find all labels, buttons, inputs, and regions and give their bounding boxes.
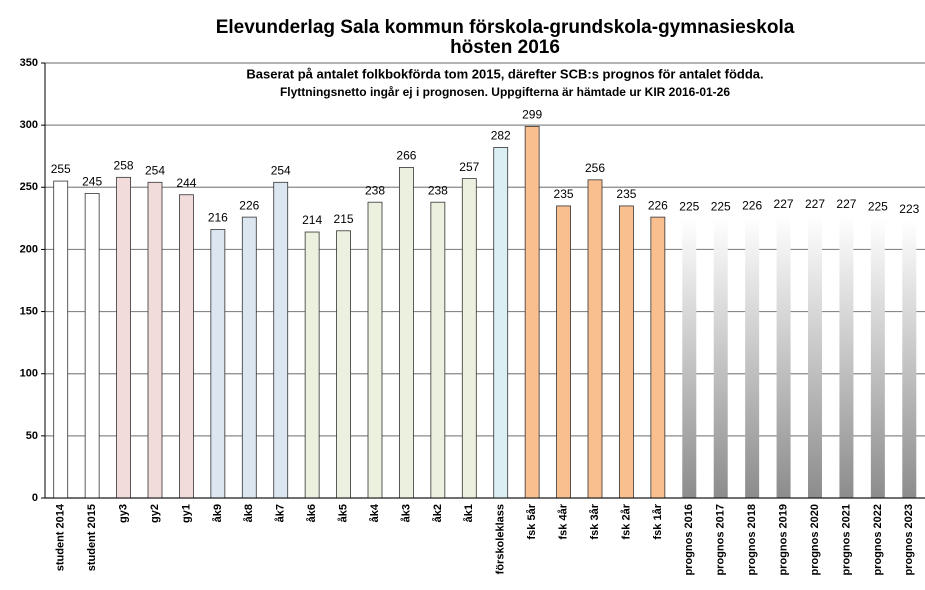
x-tick-label: prognos 2018 <box>746 504 758 576</box>
value-label: 223 <box>899 202 919 216</box>
x-tick-label: gy3 <box>117 504 129 523</box>
bar <box>870 218 885 498</box>
value-label: 225 <box>868 200 888 214</box>
bar <box>745 217 760 498</box>
value-label: 214 <box>302 213 322 227</box>
bar <box>808 215 822 498</box>
bar <box>650 216 666 499</box>
value-label: 266 <box>396 149 416 163</box>
bar <box>524 125 540 499</box>
value-label: 215 <box>334 212 354 226</box>
bar <box>241 216 257 499</box>
x-tick-label: prognos 2017 <box>715 504 727 576</box>
value-label: 235 <box>616 187 636 201</box>
y-tick-label: 50 <box>26 430 38 442</box>
x-tick-label: fsk 4år <box>557 503 569 539</box>
x-tick-label: fsk 1år <box>652 503 664 539</box>
bar <box>556 205 571 499</box>
x-tick-label: åk2 <box>432 504 444 522</box>
bar <box>336 230 351 499</box>
x-tick-label: åk7 <box>275 504 287 522</box>
x-tick-label: åk5 <box>337 504 349 522</box>
x-tick-label: åk9 <box>212 504 224 522</box>
value-label: 227 <box>836 197 856 211</box>
x-tick-label: åk6 <box>306 504 318 522</box>
bar <box>179 194 194 499</box>
x-tick-label: prognos 2016 <box>683 504 695 576</box>
x-tick-label: student 2015 <box>86 504 98 571</box>
y-tick-label: 100 <box>20 368 38 380</box>
value-label: 254 <box>145 163 165 177</box>
y-tick-label: 200 <box>20 243 38 255</box>
bar <box>210 229 226 499</box>
bar <box>399 166 414 499</box>
x-tick-label: fsk 2år <box>620 503 632 539</box>
value-label: 227 <box>805 197 825 211</box>
x-tick-label: åk3 <box>400 504 412 522</box>
y-tick-label: 300 <box>20 119 38 131</box>
value-label: 225 <box>679 200 699 214</box>
x-tick-label: fsk 3år <box>589 503 601 539</box>
x-tick-label: prognos 2020 <box>809 504 821 576</box>
bar <box>839 215 854 498</box>
bar <box>367 201 383 499</box>
value-label: 216 <box>208 211 228 225</box>
bar <box>304 231 320 499</box>
y-tick-label: 0 <box>32 492 38 504</box>
bar <box>619 205 634 499</box>
value-label: 227 <box>774 197 794 211</box>
value-label: 255 <box>51 162 71 176</box>
x-tick-label: prognos 2019 <box>777 504 789 576</box>
value-label: 244 <box>176 176 196 190</box>
bar <box>776 215 791 498</box>
y-tick-label: 350 <box>20 57 38 69</box>
x-tick-label: student 2014 <box>55 503 67 571</box>
y-tick-label: 250 <box>20 181 38 193</box>
value-label: 226 <box>239 198 259 212</box>
x-tick-label: prognos 2021 <box>840 504 852 576</box>
x-tick-label: gy2 <box>149 504 161 523</box>
x-tick-label: åk4 <box>369 503 381 522</box>
x-tick-label: prognos 2022 <box>872 504 884 576</box>
value-label: 245 <box>82 175 102 189</box>
subtitle: Baserat på antalet folkbokförda tom 2015… <box>246 66 763 81</box>
value-label: 238 <box>428 183 448 197</box>
subtitle: Flyttningsnetto ingår ej i prognosen. Up… <box>280 85 730 99</box>
x-tick-label: prognos 2023 <box>903 504 915 576</box>
value-label: 235 <box>554 187 574 201</box>
bar <box>682 218 697 498</box>
bar <box>902 220 917 499</box>
x-tick-label: gy1 <box>180 504 192 523</box>
value-label: 238 <box>365 183 385 197</box>
value-label: 257 <box>459 160 479 174</box>
bar <box>430 201 446 499</box>
value-label: 254 <box>271 163 291 177</box>
bar <box>713 218 728 498</box>
value-label: 226 <box>648 198 668 212</box>
bar <box>493 147 509 499</box>
value-label: 225 <box>711 200 731 214</box>
x-tick-label: åk8 <box>243 504 255 522</box>
bar <box>84 193 100 499</box>
bar <box>53 180 69 499</box>
bar <box>587 179 603 499</box>
chart-title: Elevunderlag Sala kommun förskola-grunds… <box>216 17 795 38</box>
x-tick-label: åk1 <box>463 504 475 522</box>
bar <box>273 181 289 499</box>
bar <box>461 178 477 499</box>
x-tick-label: fsk 5år <box>526 503 538 539</box>
x-tick-label: förskoleklass <box>495 504 507 574</box>
value-label: 299 <box>522 108 542 122</box>
bar <box>116 176 131 499</box>
value-label: 258 <box>114 159 134 173</box>
value-label: 256 <box>585 161 605 175</box>
bar <box>147 181 163 499</box>
y-tick-label: 150 <box>20 305 38 317</box>
value-label: 282 <box>491 129 511 143</box>
chart-title: hösten 2016 <box>450 37 560 58</box>
value-label: 226 <box>742 198 762 212</box>
